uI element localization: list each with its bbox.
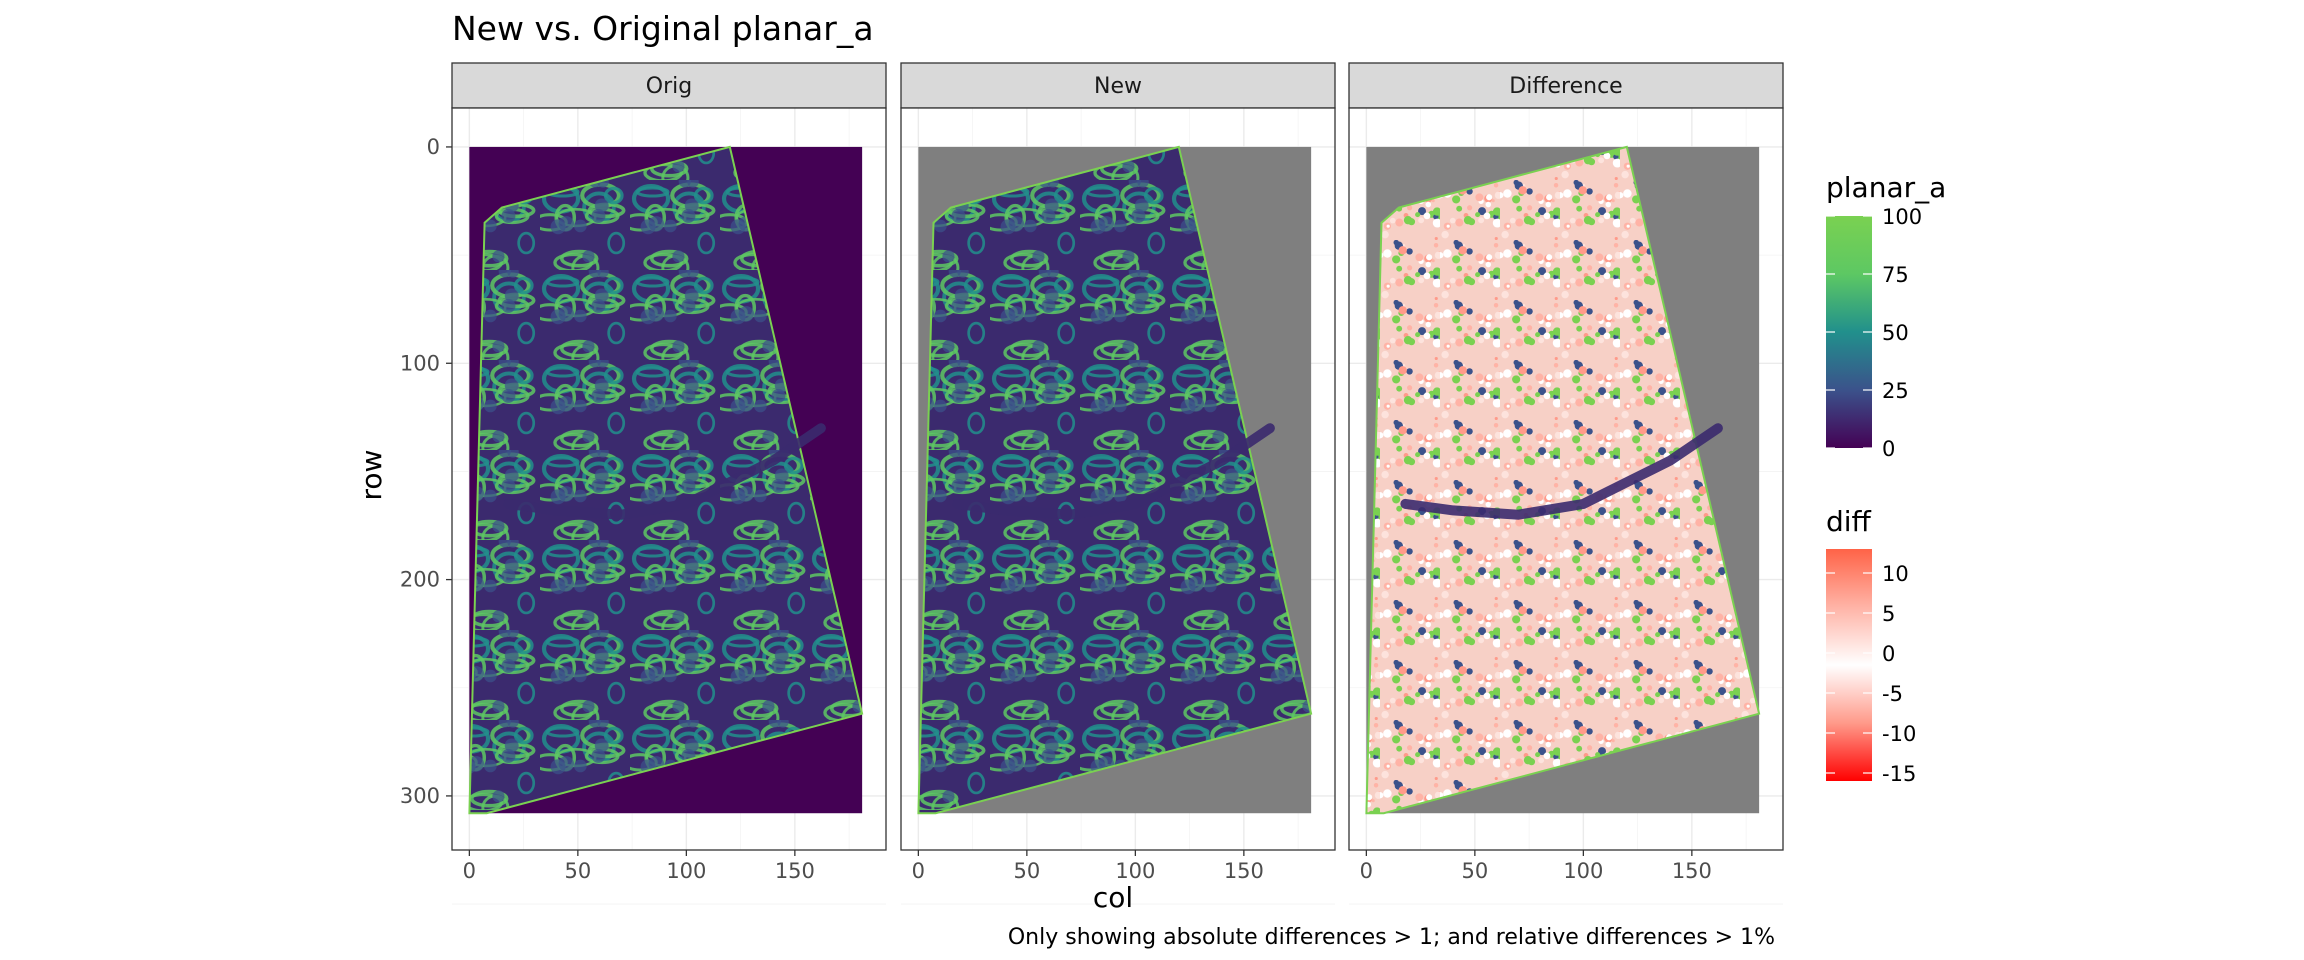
x-tick-label: 100 (1563, 859, 1603, 883)
legend-tick-label: 5 (1882, 602, 1895, 626)
y-tick-label: 100 (400, 351, 440, 375)
facet-strip (1348, 62, 1784, 109)
x-tick-label: 150 (775, 859, 815, 883)
panel-border (1348, 107, 1784, 851)
y-tick-label: 0 (427, 135, 440, 159)
panel-border (451, 107, 887, 851)
legend-tick-label: 75 (1882, 263, 1909, 287)
chart-title: New vs. Original planar_a (452, 9, 874, 48)
legend-colorbar (1826, 549, 1872, 781)
legend-tick-label: 10 (1882, 562, 1909, 586)
facet-panel-difference: Difference 0 50 100 150 (1348, 62, 1784, 905)
facet-panel-orig: Orig 0 50 100 150 0 100 200 300 (400, 62, 887, 905)
field-raster (468, 145, 864, 815)
x-tick-label: 0 (912, 859, 925, 883)
x-tick-label: 0 (1360, 859, 1373, 883)
x-axis-title: col (1093, 881, 1133, 914)
legend-tick-label: 100 (1882, 205, 1922, 229)
river-feature (1400, 423, 1723, 520)
field-raster (1365, 145, 1761, 815)
x-tick-label: 150 (1224, 859, 1264, 883)
y-tick-label: 200 (400, 568, 440, 592)
facet-strip-label: Orig (646, 74, 692, 99)
river-feature (952, 423, 1275, 520)
facet-panel-new: New 0 50 100 150 (900, 62, 1336, 905)
river-feature (503, 423, 826, 520)
x-tick-label: 100 (666, 859, 706, 883)
panel-border (900, 107, 1336, 851)
x-tick-label: 150 (1672, 859, 1712, 883)
facet-strip (900, 62, 1336, 109)
facet-strip-label: New (1094, 74, 1142, 99)
x-tick-label: 50 (1013, 859, 1040, 883)
legend-title: planar_a (1826, 171, 1946, 204)
caption: Only showing absolute differences > 1; a… (1008, 925, 1775, 950)
x-tick-label: 100 (1115, 859, 1155, 883)
field-raster (917, 145, 1313, 815)
legend-tick-label: -5 (1882, 682, 1903, 706)
x-tick-label: 50 (564, 859, 591, 883)
legend-tick-label: 0 (1882, 642, 1895, 666)
facet-strip-label: Difference (1509, 74, 1622, 99)
y-axis-title: row (355, 450, 388, 501)
legend-tick-label: -10 (1882, 722, 1916, 746)
facet-strip (451, 62, 887, 109)
x-tick-label: 0 (463, 859, 476, 883)
x-tick-label: 50 (1461, 859, 1488, 883)
y-tick-label: 300 (400, 784, 440, 808)
legend-tick-label: 25 (1882, 379, 1909, 403)
legend-title: diff (1826, 505, 1872, 538)
legend-diff: diff 10 5 0 -5 -10 -15 (1826, 505, 1916, 786)
legend-tick-label: -15 (1882, 762, 1916, 786)
legend-tick-label: 0 (1882, 437, 1895, 461)
legend-tick-label: 50 (1882, 321, 1909, 345)
